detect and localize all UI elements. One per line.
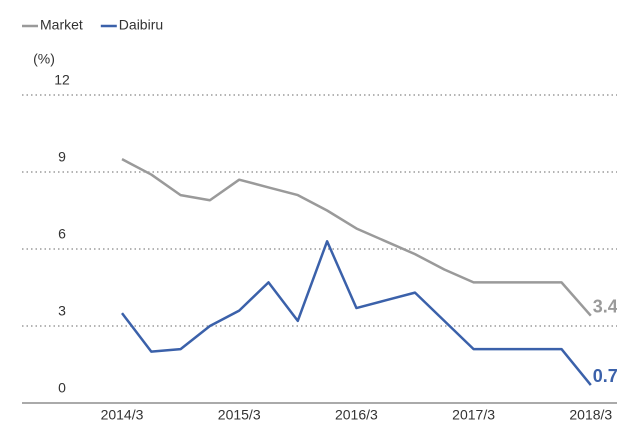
end-value-label: 3.4 [593,296,617,316]
x-tick-label: 2018/3 [569,407,612,423]
x-tick-label: 2016/3 [335,407,378,423]
y-axis-label: (%) [33,51,55,67]
x-tick-label: 2017/3 [452,407,495,423]
series-line [121,240,592,386]
x-tick-label: 2014/3 [101,407,144,423]
y-tick-label: 9 [58,149,66,165]
x-tick-label: 2015/3 [218,407,261,423]
y-tick-label: 6 [58,226,66,242]
y-tick-label: 0 [58,380,66,396]
legend-label: Daibiru [119,17,163,33]
y-tick-label: 12 [54,72,70,88]
end-value-label: 0.7 [593,366,617,386]
y-tick-label: 3 [58,303,66,319]
legend-label: Market [40,17,83,33]
series-line [121,158,592,317]
